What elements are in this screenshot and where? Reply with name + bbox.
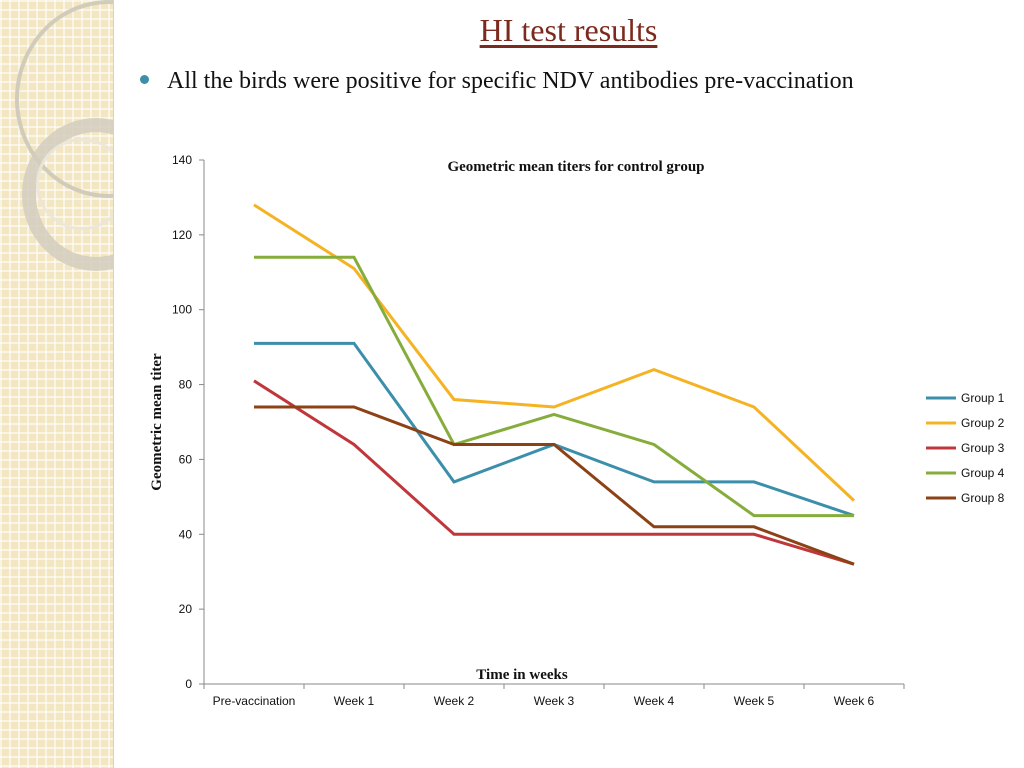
- series-line: [254, 405, 855, 566]
- bullet-text: All the birds were positive for specific…: [167, 68, 854, 94]
- series-line: [253, 379, 855, 566]
- x-tick-label: Week 1: [334, 694, 375, 708]
- bullet-item: All the birds were positive for specific…: [140, 68, 854, 95]
- decorative-ring: [36, 138, 113, 230]
- y-tick-label: 40: [179, 527, 193, 541]
- x-tick-label: Week 2: [434, 694, 475, 708]
- legend-label: Group 3: [961, 441, 1005, 455]
- x-tick-label: Week 3: [534, 694, 575, 708]
- y-tick-label: 140: [172, 153, 192, 167]
- legend-label: Group 2: [961, 416, 1005, 430]
- y-tick-label: 0: [185, 677, 192, 691]
- chart-series: [253, 203, 856, 566]
- chart-title: Geometric mean titers for control group: [447, 159, 704, 175]
- x-tick-label: Pre-vaccination: [213, 694, 296, 708]
- chart-legend: Group 1 Group 2 Group 3 Group 4 Group 8: [926, 391, 1005, 505]
- y-tick-label: 100: [172, 303, 192, 317]
- slide-title: HI test results: [479, 12, 658, 48]
- series-line: [254, 341, 855, 518]
- x-tick-label: Week 6: [834, 694, 875, 708]
- y-tick-label: 120: [172, 228, 192, 242]
- series-line: [254, 255, 854, 518]
- legend-label: Group 8: [961, 491, 1005, 505]
- legend-label: Group 4: [961, 466, 1005, 480]
- legend-label: Group 1: [961, 391, 1005, 405]
- y-axis-title: Geometric mean titer: [149, 353, 165, 491]
- y-tick-label: 20: [179, 602, 193, 616]
- series-line: [253, 203, 856, 502]
- x-tick-label: Week 5: [734, 694, 775, 708]
- decorative-sidebar: [0, 0, 114, 768]
- bullet-dot-icon: [140, 74, 149, 84]
- y-tick-label: 60: [179, 452, 193, 466]
- x-axis-title: Time in weeks: [476, 667, 568, 683]
- chart-axes: 0 20 40 60 80 100 120 140 Pre-vaccination Week 1 W…: [172, 153, 905, 708]
- x-tick-label: Week 4: [634, 694, 675, 708]
- y-tick-label: 80: [179, 378, 193, 392]
